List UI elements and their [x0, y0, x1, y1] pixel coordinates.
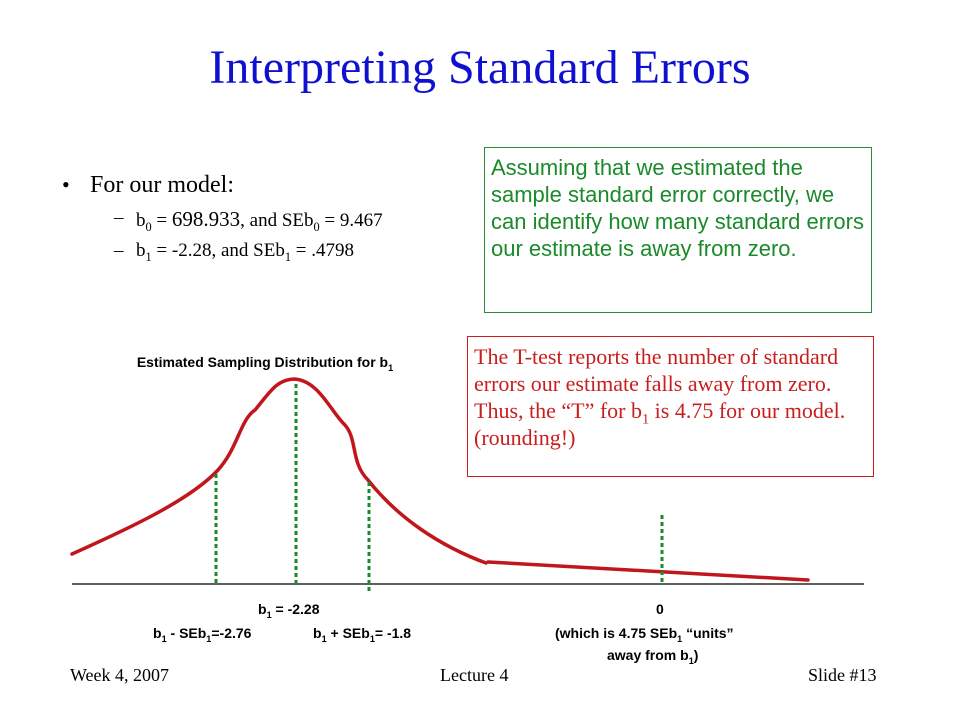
label-minus-se: b1 - SEb1=-2.76	[153, 625, 252, 644]
label-estimate: b1 = -2.28	[258, 601, 320, 620]
footer-slide-number: Slide #13	[808, 665, 877, 685]
label-zero-note-line1: (which is 4.75 SEb1 “units”	[555, 625, 734, 644]
t-test-note-box: The T-test reports the number of standar…	[467, 336, 874, 477]
sub-bullet-b0: – b0 = 698.933, and SEb0 = 9.467	[114, 207, 482, 234]
bullet-dot-icon: •	[62, 172, 70, 197]
label-zero-note-line2: away from b1)	[607, 647, 699, 666]
bullet-list: • For our model: – b0 = 698.933, and SEb…	[62, 172, 482, 264]
slide-title: Interpreting Standard Errors	[209, 41, 751, 94]
dash-icon: –	[114, 240, 124, 261]
label-plus-se: b1 + SEb1= -1.8	[313, 625, 412, 644]
footer-lecture: Lecture 4	[440, 665, 509, 685]
sub-bullet-b1-text: b1 = -2.28, and SEb1 = .4798	[136, 240, 354, 264]
dash-icon: –	[114, 207, 124, 228]
bullet-main-text: For our model:	[90, 172, 234, 198]
sub-bullet-b0-text: b0 = 698.933, and SEb0 = 9.467	[136, 207, 383, 234]
assumption-note-box: Assuming that we estimated the sample st…	[484, 147, 872, 313]
sub-bullet-b1: – b1 = -2.28, and SEb1 = .4798	[114, 240, 482, 264]
distribution-tail	[486, 560, 810, 582]
bullet-item: • For our model:	[62, 172, 482, 199]
chart-title: Estimated Sampling Distribution for b1	[136, 354, 394, 373]
label-zero: 0	[656, 601, 664, 617]
distribution-curve	[70, 377, 488, 565]
footer-date: Week 4, 2007	[70, 665, 170, 685]
